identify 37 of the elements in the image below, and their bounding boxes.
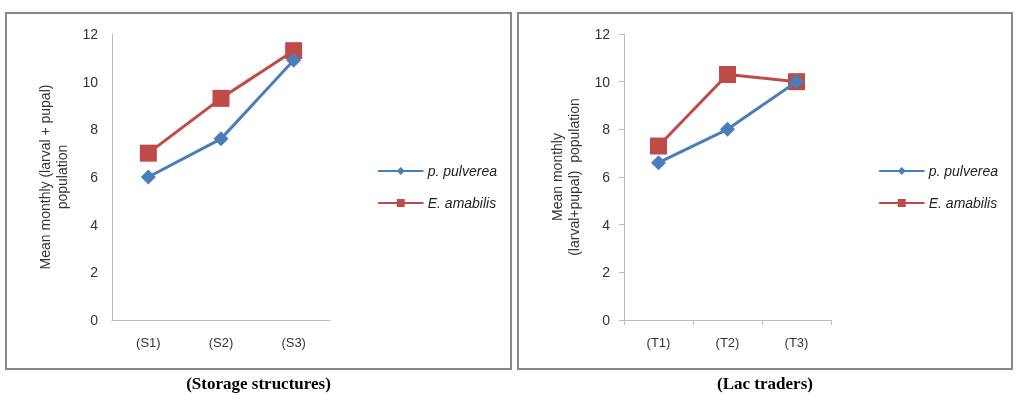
- x-axis-title: (Lac traders): [716, 374, 814, 394]
- x-tick-label: (T3): [784, 335, 809, 350]
- y-tick-label: 4: [602, 216, 611, 233]
- point: [650, 137, 667, 155]
- y-tick-label: 8: [602, 121, 611, 138]
- y-tick-label: 8: [90, 121, 99, 138]
- y-tick-label: 0: [90, 312, 99, 328]
- y-tick-label: 12: [82, 26, 99, 42]
- legend-label: E. amabilis: [427, 195, 497, 211]
- x-tick-label: (S1): [136, 335, 161, 350]
- y-axis-title: Mean monthly (larval + pupal) population: [36, 84, 70, 270]
- point: [139, 144, 157, 162]
- y-tick-label: 2: [602, 264, 611, 281]
- y-tick-label: 10: [594, 73, 611, 90]
- point: [651, 155, 666, 171]
- x-axis-title: (Storage structures): [185, 374, 332, 394]
- y-tick-label: 0: [602, 312, 611, 328]
- y-tick-label: 6: [90, 169, 99, 185]
- legend-label: E. amabilis: [928, 195, 998, 211]
- point: [286, 52, 302, 68]
- point: [213, 131, 229, 147]
- legend-label: p. pulverea: [927, 163, 999, 179]
- x-tick-label: (S3): [281, 335, 306, 350]
- y-axis-title: Mean monthly (larval+pupal) population: [548, 98, 582, 256]
- point: [720, 121, 735, 137]
- y-tick-label: 6: [602, 169, 611, 185]
- y-tick-label: 10: [82, 73, 99, 90]
- x-tick-label: (S2): [208, 335, 234, 350]
- y-tick-label: 12: [594, 26, 611, 42]
- x-tick-label: (T2): [715, 335, 740, 350]
- point: [719, 66, 736, 84]
- y-tick-label: 4: [90, 216, 99, 233]
- point: [212, 89, 230, 107]
- y-tick-label: 2: [90, 264, 99, 281]
- x-tick-label: (T1): [646, 335, 671, 350]
- legend-label: p. pulverea: [426, 163, 498, 179]
- point: [140, 169, 156, 185]
